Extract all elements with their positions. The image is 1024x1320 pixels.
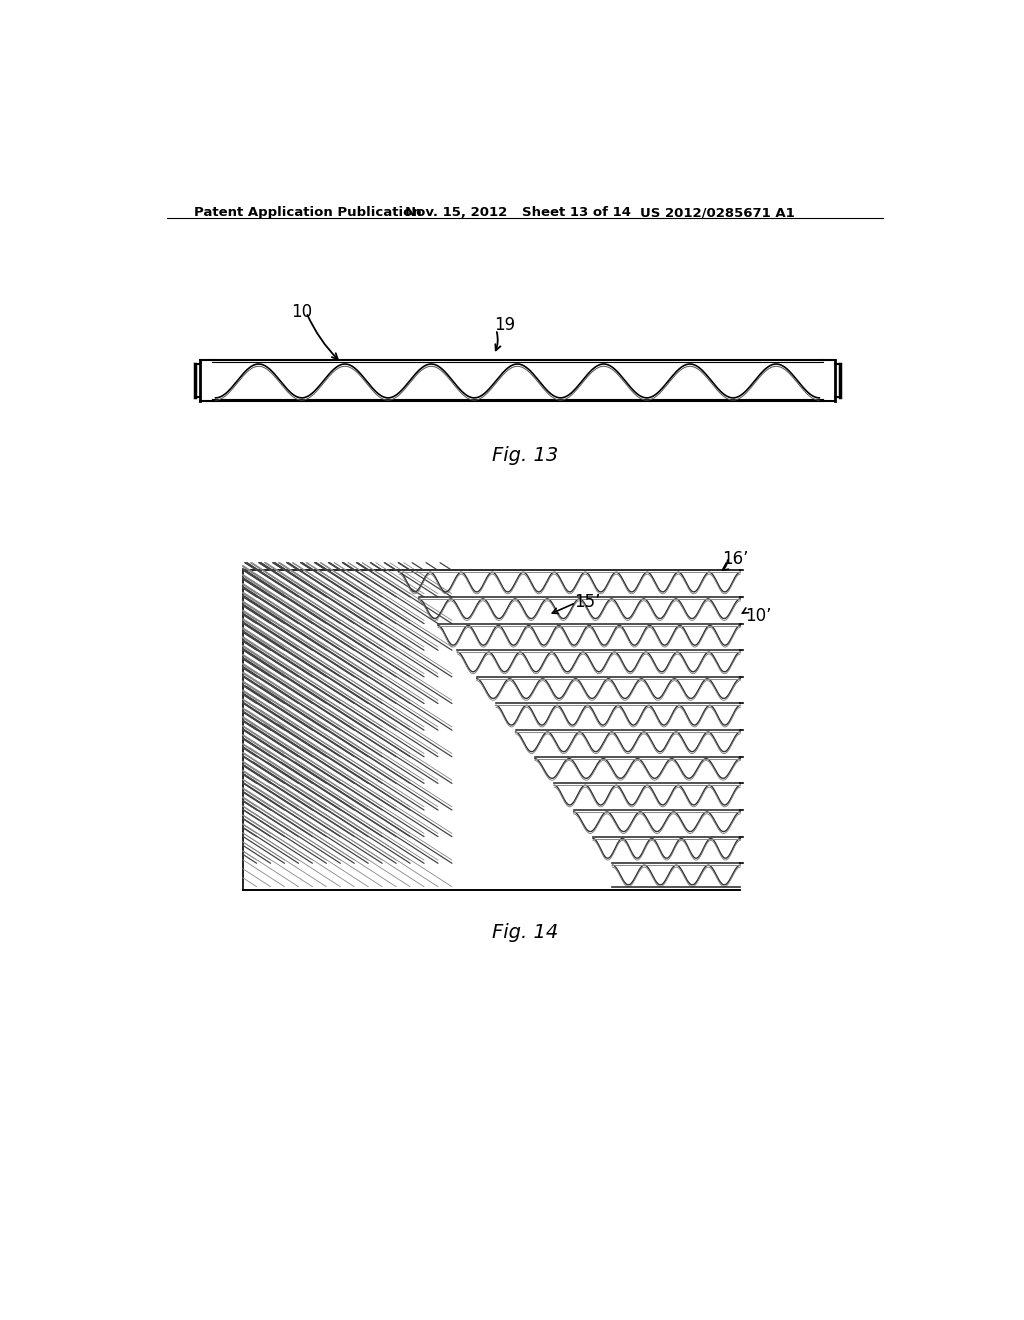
- Text: Fig. 14: Fig. 14: [492, 923, 558, 942]
- Text: US 2012/0285671 A1: US 2012/0285671 A1: [640, 206, 795, 219]
- Text: 15’: 15’: [574, 594, 601, 611]
- Text: 10’: 10’: [744, 607, 771, 626]
- Text: 19: 19: [494, 317, 515, 334]
- Text: 10: 10: [291, 304, 312, 321]
- Text: Sheet 13 of 14: Sheet 13 of 14: [521, 206, 631, 219]
- Text: Nov. 15, 2012: Nov. 15, 2012: [406, 206, 508, 219]
- Text: Patent Application Publication: Patent Application Publication: [194, 206, 422, 219]
- Text: 16’: 16’: [722, 549, 749, 568]
- Text: Fig. 13: Fig. 13: [492, 446, 558, 465]
